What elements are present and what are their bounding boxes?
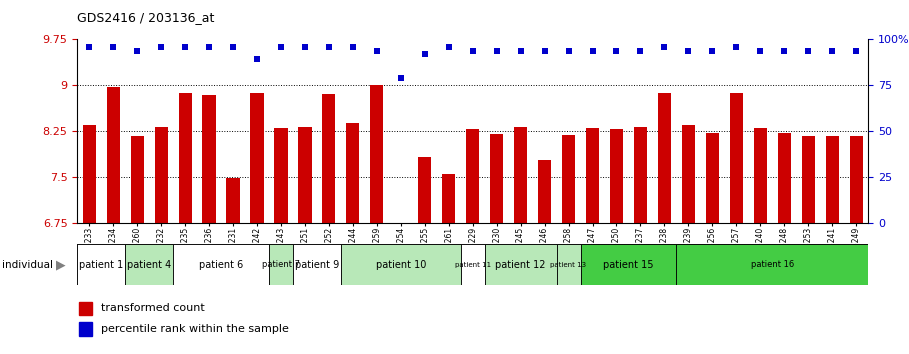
Bar bbox=[514, 127, 527, 223]
Point bbox=[561, 48, 575, 54]
Point bbox=[154, 44, 168, 50]
Bar bbox=[79, 302, 92, 315]
Bar bbox=[556, 244, 581, 285]
Point bbox=[202, 44, 216, 50]
Bar bbox=[682, 125, 695, 223]
Text: patient 15: patient 15 bbox=[604, 259, 654, 270]
Bar bbox=[178, 93, 192, 223]
Point bbox=[370, 48, 385, 54]
Bar bbox=[490, 134, 504, 223]
Bar bbox=[77, 244, 125, 285]
Bar bbox=[634, 127, 647, 223]
Bar bbox=[83, 125, 95, 223]
Bar bbox=[275, 128, 287, 223]
Text: patient 9: patient 9 bbox=[295, 259, 339, 270]
Point bbox=[297, 44, 312, 50]
Point bbox=[465, 48, 480, 54]
Bar bbox=[418, 158, 432, 223]
Bar bbox=[466, 129, 479, 223]
Point bbox=[849, 48, 864, 54]
Point bbox=[634, 48, 648, 54]
Text: transformed count: transformed count bbox=[101, 303, 205, 313]
Text: patient 4: patient 4 bbox=[127, 259, 171, 270]
Bar bbox=[106, 87, 120, 223]
Bar bbox=[730, 93, 743, 223]
Point bbox=[777, 48, 792, 54]
Bar bbox=[298, 127, 312, 223]
Bar bbox=[173, 244, 269, 285]
Bar bbox=[754, 128, 767, 223]
Point bbox=[394, 75, 408, 80]
Bar bbox=[79, 322, 92, 336]
Text: patient 16: patient 16 bbox=[751, 260, 794, 269]
Point bbox=[657, 44, 672, 50]
Bar bbox=[825, 136, 839, 223]
Point bbox=[130, 48, 145, 54]
Point bbox=[225, 44, 240, 50]
Text: ▶: ▶ bbox=[56, 258, 66, 271]
Bar bbox=[155, 127, 168, 223]
Point bbox=[322, 44, 336, 50]
Text: percentile rank within the sample: percentile rank within the sample bbox=[101, 324, 289, 334]
Text: patient 11: patient 11 bbox=[454, 262, 491, 268]
Point bbox=[537, 48, 552, 54]
Point bbox=[250, 56, 265, 62]
Text: GDS2416 / 203136_at: GDS2416 / 203136_at bbox=[77, 11, 215, 24]
Bar bbox=[203, 95, 215, 223]
Bar bbox=[346, 123, 359, 223]
Point bbox=[824, 48, 839, 54]
Bar bbox=[610, 129, 623, 223]
Bar bbox=[562, 135, 575, 223]
Bar bbox=[395, 223, 407, 227]
Bar bbox=[323, 94, 335, 223]
Bar bbox=[802, 136, 814, 223]
Bar bbox=[131, 136, 144, 223]
Bar bbox=[658, 93, 671, 223]
Bar bbox=[442, 174, 455, 223]
Text: patient 7: patient 7 bbox=[262, 260, 300, 269]
Bar bbox=[581, 244, 676, 285]
Text: patient 12: patient 12 bbox=[495, 259, 546, 270]
Bar bbox=[341, 244, 461, 285]
Bar bbox=[777, 133, 791, 223]
Bar bbox=[293, 244, 341, 285]
Bar bbox=[125, 244, 173, 285]
Point bbox=[345, 44, 360, 50]
Point bbox=[705, 48, 720, 54]
Bar bbox=[676, 244, 868, 285]
Bar bbox=[269, 244, 293, 285]
Point bbox=[106, 44, 121, 50]
Point bbox=[489, 48, 504, 54]
Point bbox=[681, 48, 695, 54]
Bar bbox=[226, 178, 240, 223]
Point bbox=[82, 44, 96, 50]
Point bbox=[729, 44, 744, 50]
Point bbox=[514, 48, 528, 54]
Text: patient 13: patient 13 bbox=[551, 262, 586, 268]
Text: individual: individual bbox=[2, 259, 53, 270]
Point bbox=[442, 44, 456, 50]
Point bbox=[274, 44, 288, 50]
Text: patient 6: patient 6 bbox=[199, 259, 244, 270]
Point bbox=[178, 44, 193, 50]
Bar bbox=[250, 93, 264, 223]
Bar bbox=[484, 244, 556, 285]
Text: patient 10: patient 10 bbox=[375, 259, 426, 270]
Bar bbox=[538, 160, 551, 223]
Point bbox=[417, 51, 432, 57]
Bar bbox=[461, 244, 484, 285]
Point bbox=[801, 48, 815, 54]
Bar bbox=[586, 128, 599, 223]
Bar bbox=[370, 85, 384, 223]
Bar bbox=[705, 133, 719, 223]
Bar bbox=[850, 136, 863, 223]
Point bbox=[753, 48, 767, 54]
Point bbox=[609, 48, 624, 54]
Point bbox=[585, 48, 600, 54]
Text: patient 1: patient 1 bbox=[79, 259, 124, 270]
